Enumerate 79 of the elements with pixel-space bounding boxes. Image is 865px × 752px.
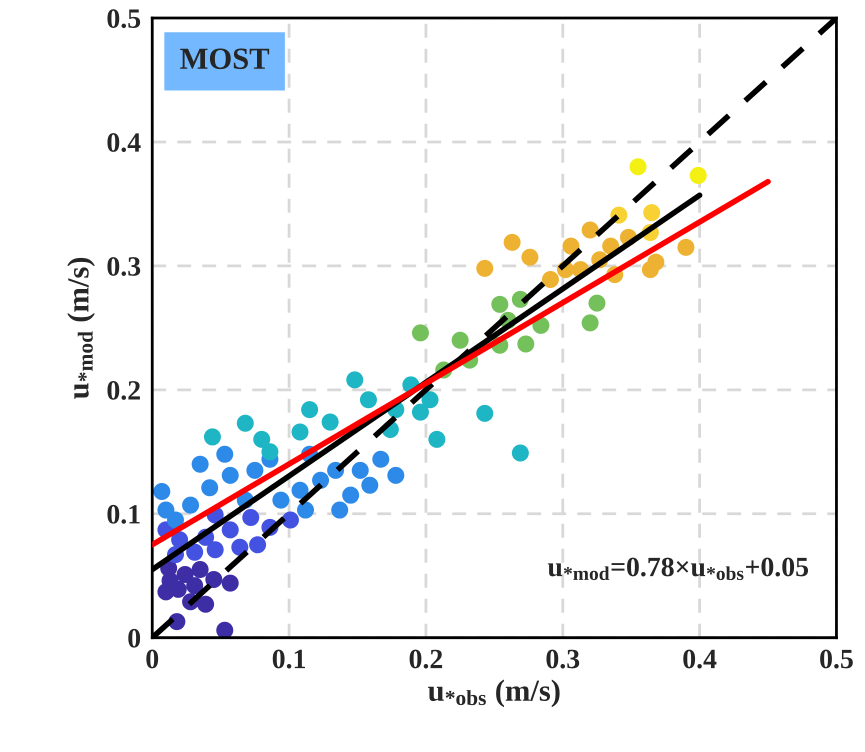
point: [476, 404, 494, 422]
x-tick-label: 0: [146, 650, 158, 668]
point: [422, 391, 439, 408]
point: [690, 166, 707, 184]
point: [342, 486, 360, 504]
y-axis-title: u$_{*mod}$ (m/s): [67, 258, 95, 399]
point: [643, 204, 660, 222]
point: [206, 541, 224, 558]
point: [236, 414, 254, 432]
y-tick-label: 0.5: [107, 9, 140, 28]
point: [322, 414, 339, 431]
point: [346, 371, 364, 388]
point: [182, 496, 200, 514]
point: [231, 538, 248, 556]
point: [476, 260, 494, 277]
point: [157, 502, 174, 519]
point: [167, 511, 184, 528]
x-tick-label: 0.4: [683, 650, 716, 668]
point: [186, 577, 204, 594]
point: [677, 238, 694, 256]
point: [331, 502, 348, 519]
point: [582, 314, 599, 332]
point: [512, 444, 529, 462]
point: [372, 450, 390, 468]
point: [272, 492, 290, 509]
point: [360, 391, 377, 408]
point: [222, 521, 239, 538]
point: [491, 296, 508, 313]
point: [517, 335, 534, 352]
point: [253, 430, 270, 448]
point: [201, 479, 218, 496]
point: [216, 446, 234, 463]
point: [630, 158, 647, 176]
point: [412, 324, 429, 342]
annotation: MOST: [180, 48, 270, 70]
point: [428, 430, 446, 448]
point: [192, 456, 209, 473]
point: [222, 574, 239, 592]
point: [504, 234, 521, 251]
point: [261, 443, 278, 460]
y-tick-label: 0.1: [107, 504, 140, 524]
y-tick-label: 0.3: [107, 257, 140, 276]
point: [292, 423, 309, 440]
point: [216, 622, 234, 638]
point: [186, 544, 204, 561]
point: [297, 502, 314, 519]
x-axis-title: u$_{*obs}$ (m/s): [428, 680, 560, 708]
point: [352, 462, 369, 479]
x-tick-label: 0.2: [410, 650, 442, 668]
point: [387, 466, 404, 484]
point: [588, 294, 606, 312]
point: [412, 404, 429, 421]
point: [204, 428, 221, 446]
x-tick-label: 0.5: [820, 650, 853, 668]
point: [192, 561, 209, 578]
point: [521, 248, 538, 266]
point: [562, 238, 580, 255]
point: [176, 566, 194, 583]
point: [292, 482, 309, 499]
point: [361, 476, 378, 494]
x-tick-label: 0.3: [546, 650, 580, 668]
point: [249, 536, 266, 554]
y-tick-label: 0: [128, 628, 140, 648]
y-tick-label: 0.4: [107, 133, 141, 152]
point: [542, 271, 559, 288]
point: [205, 570, 222, 588]
y-tick-label: 0.2: [107, 381, 140, 400]
point: [647, 254, 664, 271]
point: [246, 462, 264, 479]
point: [222, 466, 239, 484]
point: [452, 332, 469, 349]
point: [282, 511, 299, 528]
point: [197, 596, 214, 613]
point: [242, 508, 260, 526]
point: [153, 482, 170, 500]
point: [301, 401, 318, 418]
annotation: u$_{*mod}$=0.78×u$_{*obs}$+0.05: [548, 558, 808, 580]
x-tick-label: 0.1: [272, 650, 306, 668]
point: [582, 221, 599, 238]
